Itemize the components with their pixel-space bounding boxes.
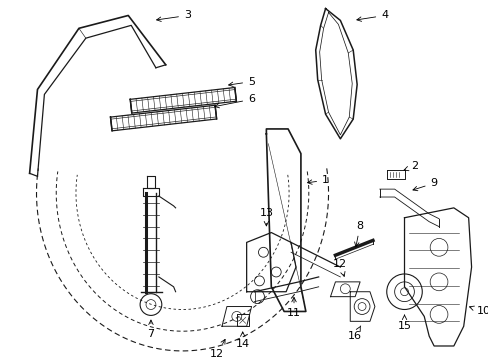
Text: 2: 2 — [403, 161, 417, 171]
Text: 10: 10 — [468, 306, 488, 316]
Text: 5: 5 — [228, 77, 255, 87]
Text: 11: 11 — [286, 297, 301, 319]
Text: 13: 13 — [259, 208, 273, 226]
Text: 3: 3 — [156, 10, 191, 22]
Text: 16: 16 — [347, 326, 362, 341]
Text: 15: 15 — [397, 315, 411, 331]
Text: 12: 12 — [209, 339, 224, 359]
Text: 14: 14 — [235, 332, 249, 349]
Text: 6: 6 — [214, 94, 255, 108]
Text: 8: 8 — [354, 221, 363, 247]
Text: 7: 7 — [147, 320, 154, 339]
Text: 12: 12 — [333, 259, 347, 276]
Text: 9: 9 — [412, 178, 437, 191]
Text: 4: 4 — [356, 10, 387, 21]
Text: 1: 1 — [307, 175, 328, 185]
